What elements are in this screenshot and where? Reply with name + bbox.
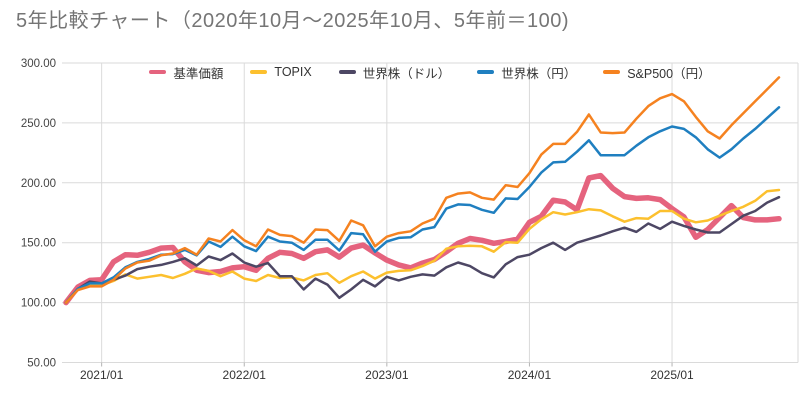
x-axis-tick-label: 2021/01 (80, 368, 124, 382)
x-axis-tick-label: 2024/01 (508, 368, 552, 382)
y-axis-tick-label: 300.00 (21, 58, 56, 70)
series-line-world-usd (64, 195, 781, 304)
x-axis-tick-label: 2023/01 (365, 368, 409, 382)
chart-title: 5年比較チャート（2020年10月～2025年10月、5年前＝100) (16, 10, 570, 32)
y-axis-tick-label: 50.00 (27, 358, 56, 370)
x-axis-tick-label: 2022/01 (223, 368, 267, 382)
y-axis-tick-label: 150.00 (21, 238, 56, 250)
series-line-fund-nav (63, 172, 782, 306)
y-axis-tick-label: 250.00 (21, 118, 56, 130)
series-line-topix (64, 188, 781, 304)
x-axis-tick-label: 2025/01 (650, 368, 694, 382)
series-line-world-jpy (64, 106, 781, 304)
y-axis-tick-label: 100.00 (21, 298, 56, 310)
y-axis-tick-label: 200.00 (21, 178, 56, 190)
series-line-sp500-jpy (64, 76, 781, 304)
